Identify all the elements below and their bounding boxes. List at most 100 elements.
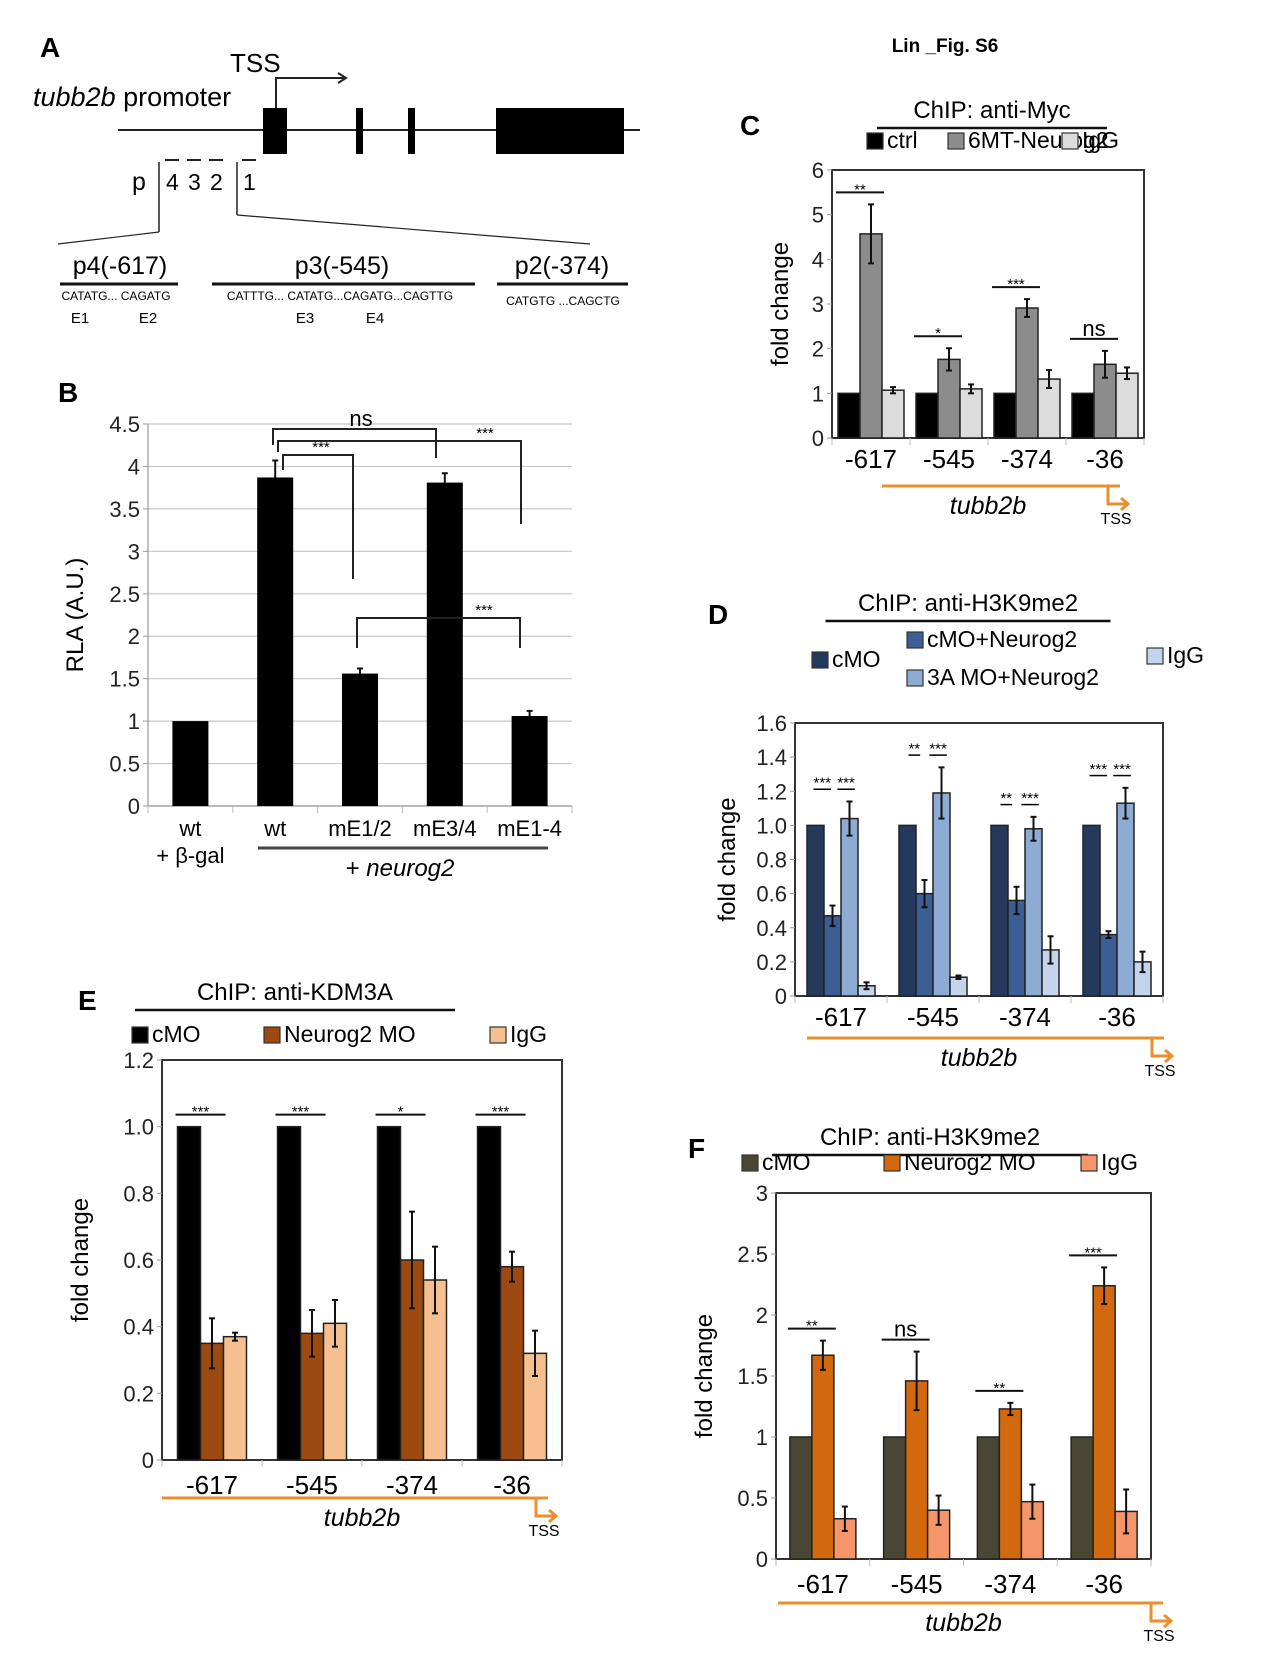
y-tick-label: 1 bbox=[756, 1425, 768, 1450]
y-axis-label: RLA (A.U.) bbox=[62, 558, 89, 673]
x-tick-label: -36 bbox=[1086, 444, 1124, 474]
significance-label: *** bbox=[192, 1104, 210, 1121]
y-axis-label: fold change bbox=[691, 1314, 718, 1438]
panel-e-chip-kdm3a-chart: E ChIP: anti-KDM3A cMO Neurog2 MO IgG 0 0.2 0.4… bbox=[67, 979, 563, 1540]
bar bbox=[499, 1265, 525, 1461]
legend-swatch bbox=[1146, 647, 1164, 665]
significance-label: * bbox=[935, 325, 941, 342]
x-axis-label: tubb2b bbox=[950, 492, 1027, 520]
exon-4 bbox=[496, 108, 624, 154]
bar bbox=[276, 1125, 302, 1461]
significance-bracket bbox=[282, 454, 354, 579]
bar bbox=[823, 915, 842, 997]
significance-label: ns bbox=[1082, 316, 1105, 341]
legend-swatch bbox=[906, 669, 924, 687]
tss-arrow-icon bbox=[1150, 1038, 1175, 1064]
significance-label: *** bbox=[475, 602, 493, 619]
bar bbox=[1024, 828, 1043, 997]
region-sequence: CATGTG ...CAGCTG bbox=[506, 294, 620, 308]
ebox-label: E3 bbox=[296, 310, 314, 327]
bar bbox=[915, 392, 939, 439]
y-tick-label: 0 bbox=[128, 794, 140, 819]
primer-prefix: p bbox=[132, 168, 146, 196]
primer-label: 4 bbox=[166, 169, 179, 195]
y-tick-label: 5 bbox=[812, 203, 824, 228]
significance-bracket bbox=[277, 440, 522, 524]
y-tick-label: 1 bbox=[812, 381, 824, 406]
tss-label: TSS bbox=[528, 1523, 559, 1540]
significance-label: ** bbox=[1000, 790, 1012, 807]
legend-swatch bbox=[906, 631, 924, 649]
y-tick-label: 2 bbox=[756, 1303, 768, 1328]
bar bbox=[915, 892, 934, 997]
panel-a-label: A bbox=[40, 32, 60, 63]
significance-label: *** bbox=[1007, 276, 1025, 293]
primer-label: 2 bbox=[210, 169, 223, 195]
y-tick-label: 2.5 bbox=[737, 1242, 768, 1267]
x-tick-label: -545 bbox=[923, 444, 975, 474]
legend-label: IgG bbox=[1101, 1149, 1138, 1175]
bar bbox=[806, 824, 825, 997]
figure-title: Lin _Fig. S6 bbox=[892, 36, 999, 57]
y-tick-label: 0 bbox=[775, 984, 787, 1009]
bar bbox=[998, 1408, 1023, 1560]
primer-label: 3 bbox=[188, 169, 201, 195]
significance-label: ** bbox=[806, 1318, 818, 1335]
bar bbox=[898, 824, 917, 997]
panel-d-chip-h3k9me2-chart: D ChIP: anti-H3K9me2 cMO cMO+Neurog2 3A MO+N… bbox=[708, 590, 1204, 1080]
y-tick-label: 0.4 bbox=[756, 916, 787, 941]
significance-bracket bbox=[356, 617, 521, 648]
y-tick-label: 1.2 bbox=[756, 779, 787, 804]
y-tick-label: 0 bbox=[142, 1448, 154, 1473]
tss-arrow-icon bbox=[275, 72, 348, 108]
region-name: p4(-617) bbox=[73, 252, 168, 280]
tss-label: TSS bbox=[230, 48, 281, 78]
x-tick-label: -36 bbox=[493, 1470, 531, 1500]
chart-title: ChIP: anti-KDM3A bbox=[197, 979, 393, 1006]
bar bbox=[976, 1436, 1001, 1560]
panel-label: B bbox=[58, 377, 78, 408]
x-axis-label: tubb2b bbox=[941, 1044, 1018, 1072]
legend-label: IgG bbox=[510, 1021, 547, 1047]
x-axis-label: tubb2b bbox=[324, 1504, 401, 1532]
y-tick-label: 1.4 bbox=[756, 745, 787, 770]
bar bbox=[1115, 372, 1139, 439]
legend-swatch bbox=[866, 132, 884, 150]
legend-label: IgG bbox=[1082, 127, 1119, 153]
significance-label: *** bbox=[292, 1104, 310, 1121]
bar bbox=[959, 388, 983, 439]
chart-title: ChIP: anti-Myc bbox=[913, 97, 1070, 124]
significance-label: *** bbox=[1021, 790, 1039, 807]
legend-swatch bbox=[1061, 132, 1079, 150]
bar bbox=[1070, 1436, 1094, 1560]
legend-label: cMO+Neurog2 bbox=[927, 626, 1077, 652]
tss-arrow-icon bbox=[1106, 486, 1131, 512]
tss-label: TSS bbox=[1143, 1628, 1174, 1645]
bar bbox=[1082, 824, 1101, 997]
y-tick-label: 1.0 bbox=[756, 813, 787, 838]
x-tick-label: -374 bbox=[999, 1002, 1051, 1032]
y-tick-label: 0.5 bbox=[109, 752, 140, 777]
exon-3 bbox=[408, 108, 415, 154]
significance-label: ns bbox=[894, 1317, 917, 1342]
y-tick-label: 1.6 bbox=[756, 711, 787, 736]
legend-label: IgG bbox=[1167, 642, 1204, 668]
y-tick-label: 2 bbox=[128, 624, 140, 649]
y-tick-label: 1.5 bbox=[737, 1364, 768, 1389]
legend-swatch bbox=[131, 1026, 149, 1044]
legend-label: 3A MO+Neurog2 bbox=[927, 664, 1099, 690]
y-tick-label: 0 bbox=[812, 426, 824, 451]
y-tick-label: 0.4 bbox=[123, 1315, 154, 1340]
bar bbox=[990, 824, 1009, 997]
bar bbox=[789, 1436, 813, 1560]
x-axis-label: tubb2b bbox=[925, 1609, 1002, 1637]
significance-bracket bbox=[272, 428, 437, 458]
region-name: p2(-374) bbox=[515, 252, 610, 280]
bar bbox=[1071, 392, 1095, 439]
bar bbox=[376, 1125, 402, 1461]
y-tick-label: 0.6 bbox=[756, 882, 787, 907]
y-tick-label: 0 bbox=[756, 1547, 768, 1572]
